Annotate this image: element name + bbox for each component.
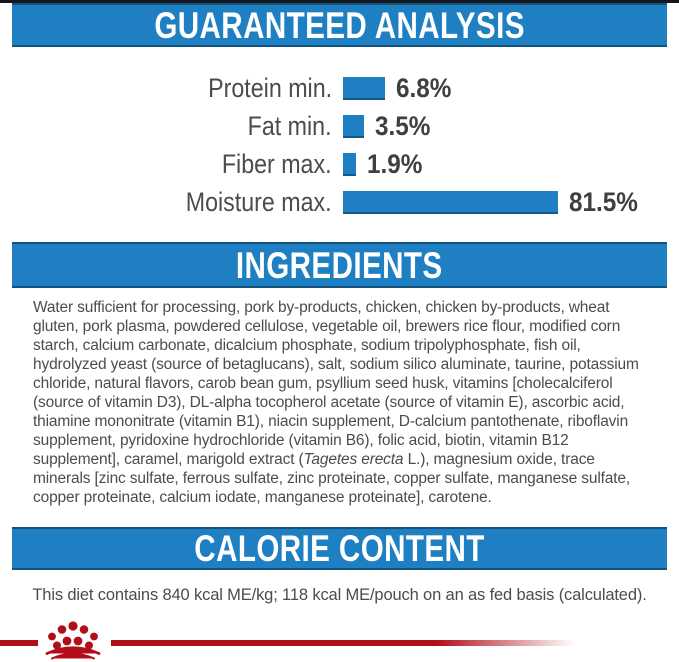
chart-row-fat: Fat min. 3.5% — [0, 107, 679, 145]
chart-label: Fat min. — [248, 111, 332, 141]
footer-rule-right — [111, 640, 575, 646]
chart-value: 6.8% — [396, 73, 452, 103]
calorie-statement: This diet contains 840 kcal ME/kg; 118 k… — [32, 586, 647, 604]
chart-bar — [343, 77, 385, 100]
calorie-content-banner: CALORIE CONTENT — [12, 527, 667, 570]
guaranteed-analysis-title: GUARANTEED ANALYSIS — [154, 4, 525, 46]
chart-row-protein: Protein min. 6.8% — [0, 69, 679, 107]
ingredients-title: INGREDIENTS — [236, 244, 443, 286]
ingredients-text-part3: L.), magnesium oxide, trace minerals [zi… — [33, 451, 631, 506]
chart-label: Moisture max. — [186, 187, 332, 217]
chart-label: Fiber max. — [222, 149, 332, 179]
chart-row-fiber: Fiber max. 1.9% — [0, 145, 679, 183]
chart-value: 81.5% — [569, 187, 638, 217]
ingredients-paragraph: Water sufficient for processing, pork by… — [33, 298, 653, 507]
chart-row-moisture: Moisture max. 81.5% — [0, 183, 679, 221]
chart-bar — [343, 191, 558, 214]
guaranteed-analysis-banner: GUARANTEED ANALYSIS — [12, 3, 667, 47]
ingredients-banner: INGREDIENTS — [12, 242, 667, 288]
ingredients-text-part1: Water sufficient for processing, pork by… — [33, 299, 639, 468]
chart-value: 1.9% — [367, 149, 423, 179]
ingredients-latin-name: Tagetes erecta — [303, 451, 404, 468]
footer-rule-left — [0, 640, 38, 646]
guaranteed-analysis-chart: Protein min. 6.8% Fat min. 3.5% Fiber ma… — [0, 69, 679, 221]
calorie-content-title: CALORIE CONTENT — [194, 528, 485, 569]
chart-value: 3.5% — [375, 111, 431, 141]
crown-dots — [48, 621, 98, 650]
brand-crown-logo — [45, 621, 101, 660]
chart-bar — [343, 153, 356, 176]
chart-bar — [343, 115, 364, 138]
crown-arcs — [45, 646, 101, 660]
chart-label: Protein min. — [208, 73, 332, 103]
top-border-strip — [0, 0, 679, 3]
